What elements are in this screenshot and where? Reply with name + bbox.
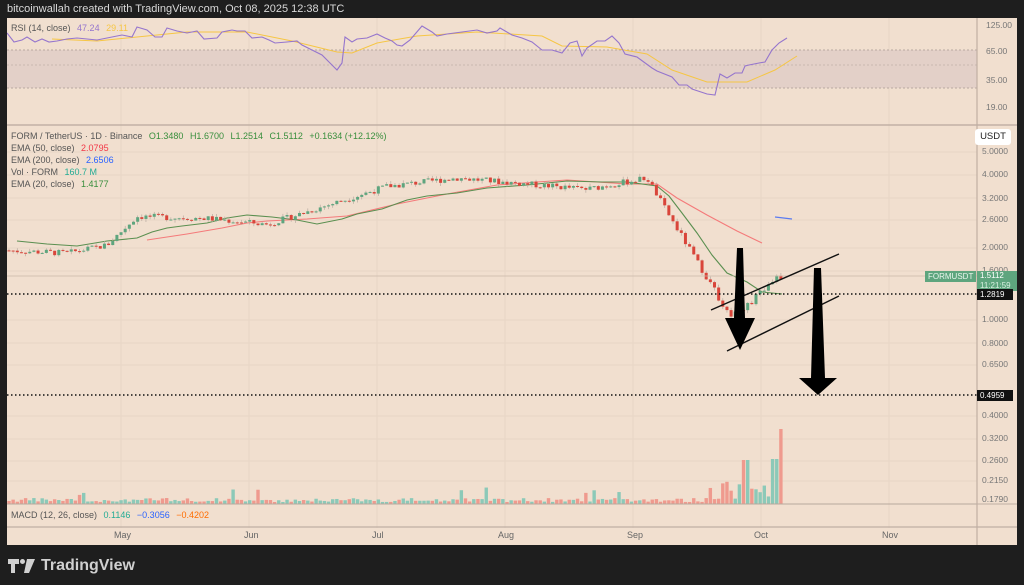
rsi-value: 47.24 (77, 23, 100, 33)
ema50-legend: EMA (50, close) 2.0795 (11, 143, 113, 153)
ohlc-high: H1.6700 (189, 131, 224, 141)
currency-button[interactable]: USDT (975, 129, 1011, 145)
rsi-label: RSI (14, close) (11, 23, 71, 33)
ema20-label: EMA (20, close) (11, 179, 75, 189)
time-tick-aug: Aug (498, 530, 515, 540)
chart-panel[interactable]: RSI (14, close) 47.24 29.11 125.00 65.00… (7, 18, 1017, 545)
symbol-line: FORM / TetherUS · 1D · Binance (11, 131, 143, 141)
time-tick-nov: Nov (882, 530, 899, 540)
price-scale-tick: 0.3200 (982, 433, 1008, 444)
ema50-label: EMA (50, close) (11, 143, 75, 153)
target-level-tag: 0.4959 (977, 390, 1013, 401)
current-price-tag: 1.5112 11:21:59 (977, 271, 1017, 291)
ema200-legend: EMA (200, close) 2.6506 (11, 155, 118, 165)
macd-signal-value: −0.3056 (136, 510, 170, 520)
ema200-value: 2.6506 (86, 155, 114, 165)
ema20-value: 1.4177 (81, 179, 109, 189)
chart-credit: bitcoinwallah created with TradingView.c… (7, 3, 345, 15)
price-scale-tick: 2.0000 (982, 241, 1008, 252)
price-scale-tick: 0.6500 (982, 359, 1008, 370)
ohlc-open: O1.3480 (148, 131, 184, 141)
symbol-price-label: FORMUSDT (925, 271, 976, 282)
rsi-legend: RSI (14, close) 47.24 29.11 (11, 23, 132, 33)
price-scale-tick: 2.6000 (982, 214, 1008, 225)
volume-value: 160.7 M (64, 167, 98, 177)
bar-countdown: 11:21:59 (980, 281, 1011, 290)
tradingview-brand: TradingView (41, 557, 135, 574)
macd-legend: MACD (12, 26, close) 0.1146 −0.3056 −0.4… (11, 510, 213, 520)
tradingview-logo-icon (8, 559, 35, 573)
ema200-label: EMA (200, close) (11, 155, 80, 165)
time-tick-oct: Oct (754, 530, 769, 540)
rsi-scale-19: 19.00 (986, 102, 1008, 112)
rsi-pane (7, 25, 1017, 126)
time-tick-sep: Sep (627, 530, 644, 540)
rsi-scale-35: 35.00 (986, 75, 1008, 85)
macd-hist-value: −0.4202 (176, 510, 210, 520)
price-scale-tick: 0.2600 (982, 454, 1008, 465)
time-tick-jun: Jun (244, 530, 259, 540)
rsi-ma-value: 29.11 (106, 23, 128, 33)
macd-label: MACD (12, 26, close) (11, 510, 98, 520)
price-candles (7, 173, 783, 320)
volume-bars (7, 429, 783, 504)
time-tick-may: May (114, 530, 132, 540)
support-level-tag: 1.2819 (977, 289, 1013, 300)
ohlc-close: C1.5112 (269, 131, 303, 141)
price-scale-tick: 5.0000 (982, 146, 1008, 156)
chart-canvas[interactable] (7, 18, 1017, 545)
price-scale-tick: 3.2000 (982, 192, 1008, 203)
rsi-scale-65: 65.00 (986, 46, 1008, 56)
ohlc-low: L1.2514 (230, 131, 264, 141)
price-scale-tick: 1.0000 (982, 314, 1008, 325)
price-scale-tick: 0.2150 (982, 474, 1008, 485)
price-scale-tick: 0.1790 (982, 494, 1008, 504)
time-tick-jul: Jul (372, 530, 384, 540)
macd-value: 0.1146 (103, 510, 131, 520)
price-scale-tick: 4.0000 (982, 169, 1008, 180)
ema50-value: 2.0795 (81, 143, 109, 153)
tradingview-logo[interactable]: TradingView (8, 557, 135, 575)
price-scale-tick: 1.6000 (982, 265, 1008, 275)
price-scale-tick: 0.4000 (982, 409, 1008, 420)
price-scale-tick: 0.8000 (982, 337, 1008, 348)
ema20-legend: EMA (20, close) 1.4177 (11, 179, 113, 189)
volume-legend: Vol · FORM 160.7 M (11, 167, 101, 177)
ohlc-change: +0.1634 (+12.12%) (309, 131, 387, 141)
volume-label: Vol · FORM (11, 167, 59, 177)
current-price: 1.5112 (980, 271, 1004, 280)
rsi-scale-125: 125.00 (986, 20, 1012, 30)
symbol-legend: FORM / TetherUS · 1D · Binance O1.3480 H… (11, 131, 390, 141)
